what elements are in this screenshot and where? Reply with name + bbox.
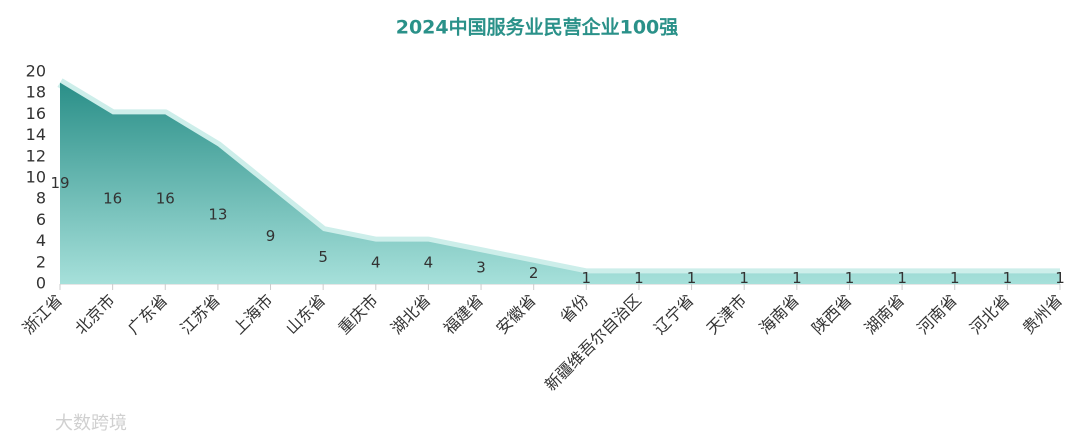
data-label: 3 <box>476 259 486 277</box>
y-tick-label: 6 <box>36 210 46 229</box>
data-label: 4 <box>371 253 381 271</box>
x-tick-label: 广东省 <box>124 291 171 338</box>
x-tick-label: 河南省 <box>913 291 960 338</box>
y-tick-label: 8 <box>36 189 46 208</box>
x-tick-label: 湖南省 <box>861 291 908 338</box>
data-label: 1 <box>1003 269 1013 287</box>
y-tick-label: 12 <box>26 146 46 165</box>
x-tick-label: 重庆市 <box>334 291 381 338</box>
x-tick-label: 辽宁省 <box>650 291 697 338</box>
data-label: 1 <box>1055 269 1065 287</box>
data-label: 16 <box>156 190 175 208</box>
y-tick-label: 10 <box>26 168 46 187</box>
x-tick-label: 海南省 <box>755 291 802 338</box>
x-tick-label: 山东省 <box>282 291 329 338</box>
x-tick-label: 陕西省 <box>808 291 855 338</box>
x-tick-label: 安徽省 <box>492 291 539 338</box>
data-label: 1 <box>582 269 592 287</box>
chart-title: 2024中国服务业民营企业100强 <box>396 16 679 39</box>
y-tick-label: 4 <box>36 231 46 250</box>
area <box>60 82 1060 284</box>
data-label: 13 <box>208 206 227 224</box>
y-tick-label: 14 <box>26 125 46 144</box>
x-tick-label: 江苏省 <box>177 291 224 338</box>
data-label: 9 <box>266 227 276 245</box>
x-tick-label: 新疆维吾尔自治区 <box>541 291 645 395</box>
data-label: 1 <box>634 269 644 287</box>
data-label: 1 <box>950 269 960 287</box>
y-tick-label: 20 <box>26 62 46 81</box>
x-tick-label: 浙江省 <box>19 291 66 338</box>
y-tick-label: 16 <box>26 104 46 123</box>
x-tick-label: 上海市 <box>229 291 276 338</box>
data-label: 1 <box>897 269 907 287</box>
x-tick-label: 贵州省 <box>1019 291 1066 338</box>
data-label: 16 <box>103 190 122 208</box>
y-tick-label: 18 <box>26 83 46 102</box>
data-label: 1 <box>739 269 749 287</box>
data-label: 4 <box>424 253 434 271</box>
y-tick-label: 0 <box>36 274 46 293</box>
x-tick-label: 福建省 <box>440 291 487 338</box>
data-label: 1 <box>687 269 697 287</box>
watermark: 大数跨境 <box>55 413 127 434</box>
data-label: 19 <box>50 174 69 192</box>
data-label: 1 <box>792 269 802 287</box>
x-tick-label: 北京市 <box>71 291 118 338</box>
data-label: 2 <box>529 264 539 282</box>
x-tick-label: 湖北省 <box>387 291 434 338</box>
data-label: 1 <box>845 269 855 287</box>
x-tick-label: 河北省 <box>966 291 1013 338</box>
y-tick-label: 2 <box>36 252 46 271</box>
data-label: 5 <box>318 248 328 266</box>
x-tick-label: 省份 <box>556 291 592 327</box>
x-tick-label: 天津市 <box>703 291 750 338</box>
